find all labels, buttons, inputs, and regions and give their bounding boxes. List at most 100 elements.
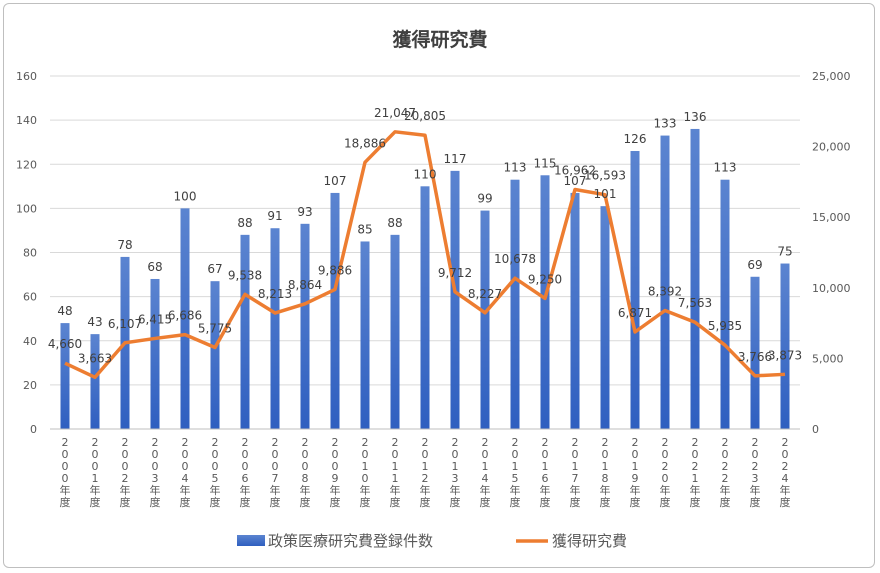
bar-data-label: 100 [174, 189, 197, 203]
line-data-label: 9,538 [228, 268, 262, 282]
bar-data-label: 43 [87, 315, 102, 329]
line-data-label: 3,873 [768, 348, 802, 362]
x-tick-label: 2 0 1 5 年度 [510, 436, 521, 509]
bar [780, 263, 790, 429]
bar [300, 223, 310, 429]
bar-data-label: 68 [147, 260, 162, 274]
bar [630, 151, 640, 429]
x-tick-label: 2 0 2 0 年度 [660, 436, 671, 509]
x-tick-label: 2 0 2 2 年度 [720, 436, 731, 509]
x-tick-label: 2 0 2 4 年度 [780, 436, 791, 509]
x-tick-label: 2 0 0 3 年度 [150, 436, 161, 509]
bar-data-label: 113 [504, 161, 527, 175]
bar-data-label: 88 [387, 216, 402, 230]
legend-line-label: 獲得研究費 [552, 532, 627, 550]
bar-data-label: 78 [117, 238, 132, 252]
y-left-tick-label: 60 [23, 291, 37, 304]
y-left-tick-label: 0 [30, 423, 37, 436]
x-tick-label: 2 0 1 4 年度 [480, 436, 491, 509]
x-tick-label: 2 0 1 6 年度 [540, 436, 551, 509]
legend-bar-label: 政策医療研究費登録件数 [268, 532, 433, 550]
y-left-tick-label: 160 [16, 70, 37, 83]
line-data-label: 10,678 [494, 252, 536, 266]
x-tick-label: 2 0 0 0 年度 [60, 436, 71, 509]
bar-data-label: 91 [267, 209, 282, 223]
bar-data-label: 126 [624, 132, 647, 146]
bar [690, 128, 700, 429]
bar-data-label: 75 [777, 245, 792, 259]
bar [90, 334, 100, 429]
bar [390, 234, 400, 429]
bar-data-label: 107 [324, 174, 347, 188]
bar [570, 192, 580, 429]
bar-data-label: 113 [714, 161, 737, 175]
bar [450, 170, 460, 429]
x-tick-label: 2 0 0 6 年度 [240, 436, 251, 509]
x-tick-label: 2 0 1 7 年度 [570, 436, 581, 509]
bar-data-label: 110 [414, 167, 437, 181]
x-tick-label: 2 0 2 3 年度 [750, 436, 761, 509]
bar [180, 208, 190, 429]
y-left-tick-label: 80 [23, 247, 37, 260]
y-right-tick-label: 20,000 [812, 141, 851, 154]
bar-data-label: 115 [534, 156, 557, 170]
y-left-tick-label: 120 [16, 158, 37, 171]
x-tick-label: 2 0 1 2 年度 [420, 436, 431, 509]
x-tick-label: 2 0 1 1 年度 [390, 436, 401, 509]
y-left-tick-label: 140 [16, 114, 37, 127]
line-data-label: 20,805 [404, 109, 446, 123]
bar [420, 186, 430, 429]
line-data-label: 9,712 [438, 266, 472, 280]
bar-data-label: 69 [747, 258, 762, 272]
bar [510, 179, 520, 429]
bar [600, 206, 610, 429]
x-tick-label: 2 0 1 3 年度 [450, 436, 461, 509]
line-data-label: 8,392 [648, 285, 682, 299]
line-data-label: 6,415 [138, 312, 172, 326]
bar-data-label: 107 [564, 174, 587, 188]
y-right-tick-label: 5,000 [812, 352, 844, 365]
x-tick-label: 2 0 1 0 年度 [360, 436, 371, 509]
y-right-tick-label: 15,000 [812, 211, 851, 224]
y-left-tick-label: 20 [23, 379, 37, 392]
line-data-label: 8,227 [468, 287, 502, 301]
bar [360, 241, 370, 429]
line-data-label: 6,107 [108, 317, 142, 331]
x-tick-label: 2 0 0 1 年度 [90, 436, 101, 509]
line-data-label: 16,593 [584, 169, 626, 183]
bar [660, 135, 670, 429]
y-right-tick-label: 0 [812, 423, 819, 436]
bar [240, 234, 250, 429]
bar-data-label: 48 [57, 304, 72, 318]
line-data-label: 6,686 [168, 309, 202, 323]
x-tick-label: 2 0 0 2 年度 [120, 436, 131, 509]
line-data-label: 4,660 [48, 337, 82, 351]
line-data-label: 7,563 [678, 296, 712, 310]
bar-data-label: 85 [357, 222, 372, 236]
y-right-tick-label: 25,000 [812, 70, 851, 83]
x-tick-label: 2 0 0 5 年度 [210, 436, 221, 509]
line-data-label: 18,886 [344, 136, 386, 150]
line-data-label: 9,250 [528, 272, 562, 286]
line-data-label: 3,663 [78, 351, 112, 365]
line-data-label: 3,766 [738, 350, 772, 364]
bar-data-label: 133 [654, 117, 677, 131]
bar [750, 276, 760, 429]
bar-data-label: 93 [297, 205, 312, 219]
line-data-label: 8,864 [288, 278, 322, 292]
line-data-label: 5,935 [708, 319, 742, 333]
chart-frame [3, 3, 875, 568]
bar-data-label: 88 [237, 216, 252, 230]
x-tick-label: 2 0 0 8 年度 [300, 436, 311, 509]
bar-data-label: 67 [207, 262, 222, 276]
x-tick-label: 2 0 0 4 年度 [180, 436, 191, 509]
bar-data-label: 99 [477, 192, 492, 206]
y-left-tick-label: 40 [23, 335, 37, 348]
line-data-label: 21,047 [374, 106, 416, 120]
x-tick-label: 2 0 2 1 年度 [690, 436, 701, 509]
bar [150, 278, 160, 429]
bar-data-label: 101 [594, 187, 617, 201]
bar-data-label: 136 [684, 110, 707, 124]
bar [270, 228, 280, 429]
bar [210, 281, 220, 429]
